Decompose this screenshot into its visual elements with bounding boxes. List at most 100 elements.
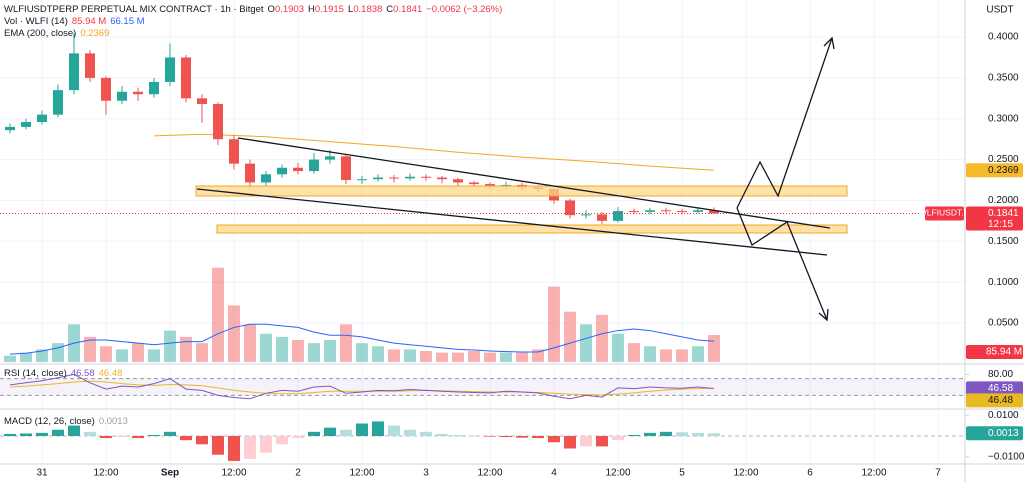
candle-body bbox=[149, 81, 160, 95]
x-tick-label: 6 bbox=[807, 468, 813, 479]
ohlc: C0.1841 bbox=[386, 4, 422, 15]
macd-histogram-bar bbox=[404, 429, 417, 436]
volume-bar bbox=[180, 336, 193, 362]
x-tick-label: 31 bbox=[36, 468, 48, 479]
macd-histogram-bar bbox=[372, 421, 385, 436]
volume-bar bbox=[132, 343, 145, 362]
support-zone bbox=[216, 224, 848, 234]
l-value: 0.1838 bbox=[353, 4, 383, 15]
h-value: 0.1915 bbox=[314, 4, 344, 15]
volume-tag-bg bbox=[966, 345, 1023, 359]
volume-name: Vol · WLFI (14) bbox=[4, 16, 68, 27]
candle-body bbox=[261, 174, 272, 183]
x-tick-label: 7 bbox=[935, 468, 941, 479]
y-tick-label: 0.2500 bbox=[988, 154, 1019, 165]
rsi-ma-value: 46.48 bbox=[98, 368, 123, 379]
macd-histogram-bar bbox=[212, 436, 225, 455]
volume-bar bbox=[308, 343, 321, 362]
macd-tag-bg bbox=[966, 426, 1023, 441]
x-tick-label: 12:00 bbox=[349, 468, 374, 479]
y-tick-label: 0.2000 bbox=[988, 195, 1019, 206]
last-price-tag-bg bbox=[966, 206, 1023, 231]
candle-body bbox=[101, 77, 112, 101]
ema-value: 0.2369 bbox=[80, 28, 110, 39]
volume-bar bbox=[500, 352, 513, 362]
ohlc: O0.1903 bbox=[268, 4, 304, 15]
rsi-name: RSI (14, close) bbox=[4, 368, 67, 379]
volume-ma-line bbox=[9, 323, 715, 355]
candle-body bbox=[373, 177, 384, 180]
macd-histogram-bar bbox=[68, 425, 81, 436]
volume-bar bbox=[404, 349, 417, 362]
macd-histogram-bar bbox=[4, 433, 17, 436]
macd-histogram-bar bbox=[596, 436, 609, 447]
candle-body bbox=[389, 177, 400, 179]
candle-body bbox=[213, 104, 224, 140]
l-label: L bbox=[347, 4, 354, 15]
candle-body bbox=[629, 211, 640, 213]
volume-bar bbox=[676, 349, 689, 362]
rsi-value: 46.58 bbox=[70, 368, 95, 379]
arrow-head bbox=[818, 308, 829, 322]
macd-histogram-bar bbox=[516, 436, 529, 438]
lower-trendline bbox=[196, 188, 828, 256]
volume-value: 85.94 M bbox=[71, 16, 107, 27]
macd-histogram-bar bbox=[532, 436, 545, 439]
candle-body bbox=[21, 122, 32, 127]
macd-histogram-bar bbox=[340, 429, 353, 436]
macd-histogram-bar bbox=[244, 436, 257, 459]
symbol-tag-bg bbox=[925, 206, 964, 221]
macd-tick-label: −0.0100 bbox=[988, 451, 1024, 462]
x-tick-label: 12:00 bbox=[477, 468, 502, 479]
volume-bar bbox=[644, 346, 657, 362]
volume-bar bbox=[452, 352, 465, 362]
candle-body bbox=[565, 200, 576, 216]
legend-ema: EMA (200, close) 0.2369 bbox=[4, 28, 109, 39]
volume-bar bbox=[420, 351, 433, 362]
candle-body bbox=[69, 53, 80, 91]
macd-histogram-bar bbox=[260, 436, 273, 453]
volume-bar bbox=[196, 343, 209, 362]
ema-name: EMA (200, close) bbox=[4, 28, 77, 39]
macd-histogram-bar bbox=[180, 436, 193, 441]
candle-body bbox=[5, 126, 16, 131]
macd-tag: 0.0013 bbox=[988, 428, 1019, 439]
candle-body bbox=[709, 210, 720, 214]
candle-body bbox=[469, 182, 480, 185]
y-tick-label: 0.3000 bbox=[988, 113, 1019, 124]
volume-bar bbox=[628, 343, 641, 362]
volume-bar bbox=[532, 349, 545, 362]
x-tick-label: 12:00 bbox=[733, 468, 758, 479]
volume-bar bbox=[292, 340, 305, 362]
volume-bar bbox=[276, 336, 289, 362]
volume-bar bbox=[148, 349, 161, 362]
volume-bar bbox=[52, 343, 65, 362]
upper-trendline bbox=[237, 137, 831, 229]
macd-histogram-bar bbox=[196, 436, 209, 445]
candle-body bbox=[693, 210, 704, 212]
legend-volume: Vol · WLFI (14) 85.94 M 66.15 M bbox=[4, 16, 145, 27]
rsi-ma-line bbox=[9, 380, 715, 396]
volume-bar bbox=[372, 346, 385, 362]
candle-body bbox=[485, 184, 496, 186]
volume-bar bbox=[484, 352, 497, 362]
macd-histogram-bar bbox=[548, 436, 561, 443]
candle-body bbox=[581, 214, 592, 216]
volume-bar bbox=[612, 333, 625, 362]
arrow-head bbox=[823, 36, 835, 50]
x-tick-label: Sep bbox=[161, 468, 179, 479]
macd-histogram-bar bbox=[692, 432, 705, 436]
macd-histogram-bar bbox=[660, 431, 673, 436]
symbol-tag: WLFIUSDT.P bbox=[919, 208, 970, 218]
candle-body bbox=[229, 139, 240, 164]
candle-body bbox=[661, 210, 672, 212]
macd-histogram-bar bbox=[228, 436, 241, 461]
volume-bar bbox=[36, 349, 49, 362]
macd-histogram-bar bbox=[484, 436, 497, 437]
bullish-path-arrow bbox=[736, 37, 833, 209]
volume-bar bbox=[20, 352, 33, 362]
volume-bar bbox=[596, 314, 609, 362]
y-tick-label: 0.1000 bbox=[988, 277, 1019, 288]
candle-body bbox=[405, 176, 416, 179]
